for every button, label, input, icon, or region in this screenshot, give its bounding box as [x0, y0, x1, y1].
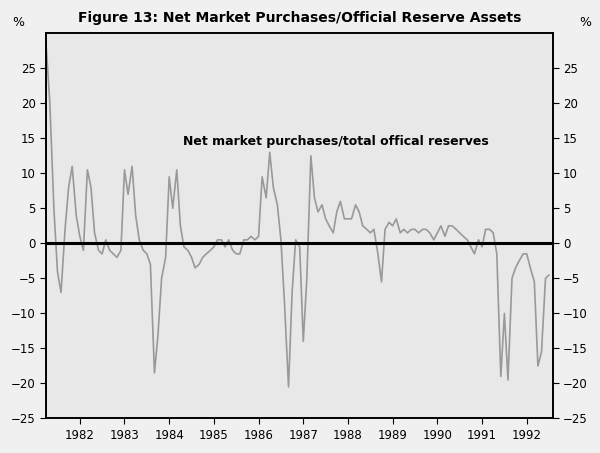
Text: %: %: [580, 16, 592, 29]
Text: %: %: [13, 16, 25, 29]
Text: Net market purchases/total offical reserves: Net market purchases/total offical reser…: [183, 135, 489, 148]
Title: Figure 13: Net Market Purchases/Official Reserve Assets: Figure 13: Net Market Purchases/Official…: [78, 11, 521, 25]
